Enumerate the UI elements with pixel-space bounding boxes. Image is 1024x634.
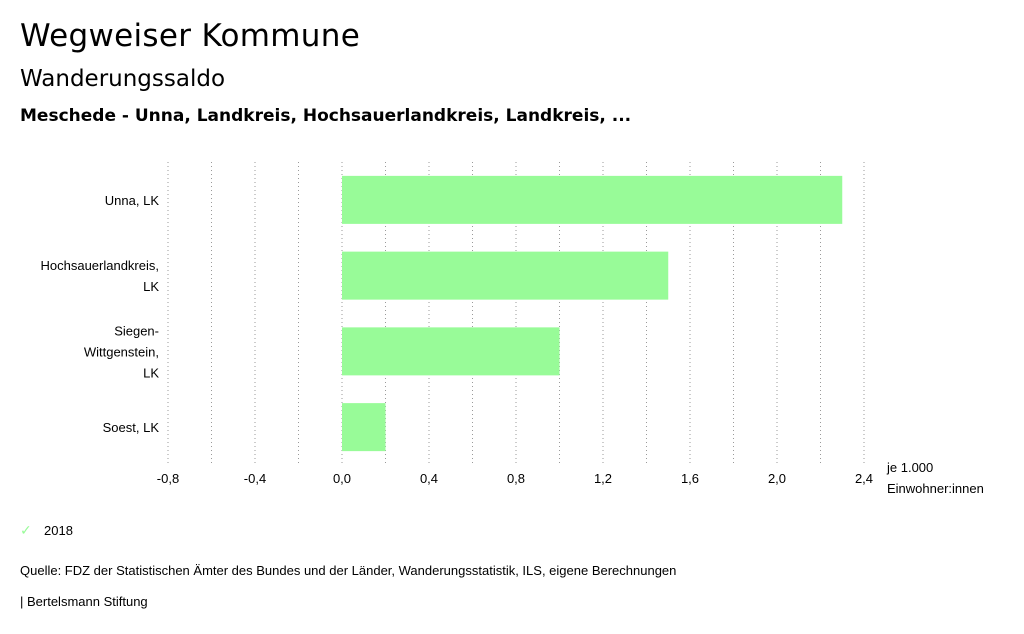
category-label: Wittgenstein, [84,344,159,359]
tick-label: 2,0 [768,471,786,486]
tick-label: 1,6 [681,471,699,486]
unit-label: Einwohner:innen [887,481,984,496]
category-label: Unna, LK [105,193,160,208]
bar [342,175,843,224]
legend[interactable]: ✓ 2018 [20,522,73,539]
bar [342,327,560,376]
tick-label: 2,4 [855,471,873,486]
bar [342,251,669,300]
legend-label: 2018 [44,523,73,538]
bar [342,403,386,452]
category-label: Siegen- [114,323,159,338]
check-icon: ✓ [20,522,32,538]
chart-subtitle: Wanderungssaldo [20,66,226,92]
footer-credit: | Bertelsmann Stiftung [20,594,148,609]
category-label: Hochsauerlandkreis, [40,258,159,273]
tick-label: 0,4 [420,471,438,486]
tick-label: -0,8 [157,471,179,486]
category-label: LK [143,279,159,294]
category-label: Soest, LK [103,420,160,435]
source-note: Quelle: FDZ der Statistischen Ämter des … [20,563,677,578]
tick-label: 0,8 [507,471,525,486]
tick-label: 0,0 [333,471,351,486]
category-label: LK [143,365,159,380]
page-title: Wegweiser Kommune [20,18,361,54]
tick-label: 1,2 [594,471,612,486]
region-selection: Meschede - Unna, Landkreis, Hochsauerlan… [20,106,632,126]
unit-label: je 1.000 [886,460,933,475]
tick-label: -0,4 [244,471,266,486]
